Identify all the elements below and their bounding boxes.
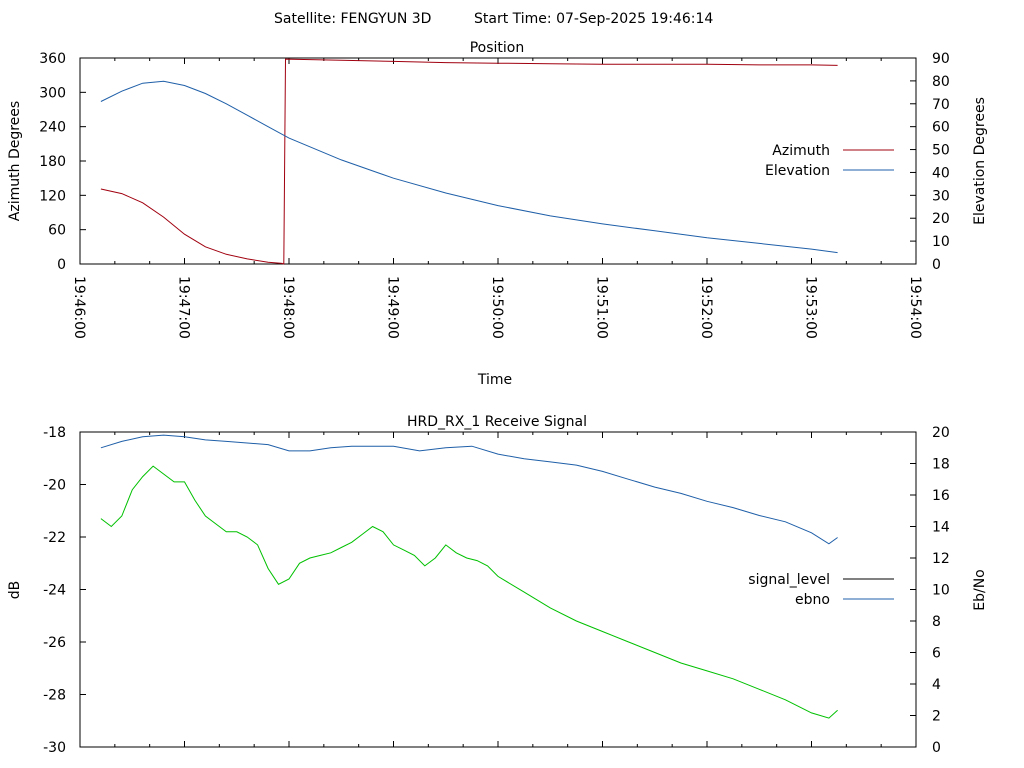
- position-legend-label: Elevation: [765, 163, 830, 179]
- signal-y2-tick-label: 14: [932, 520, 950, 536]
- position-plot-frame: [79, 57, 917, 265]
- position-chart-title: Position: [470, 40, 525, 56]
- position-y2-tick-label: 20: [932, 211, 950, 227]
- position-y-tick-label: 300: [39, 85, 66, 101]
- signal-y-tick-label: -20: [43, 478, 66, 494]
- signal-y2-tick-label: 2: [932, 709, 941, 725]
- position-x-tick-label: 19:49:00: [385, 276, 401, 339]
- position-y-tick-label: 0: [57, 257, 66, 273]
- position-x-tick-label: 19:53:00: [803, 276, 819, 339]
- position-x-tick-label: 19:48:00: [280, 276, 296, 339]
- position-legend-label: Azimuth: [772, 143, 830, 159]
- signal-y2-tick-label: 16: [932, 488, 950, 504]
- position-x-tick-label: 19:46:00: [71, 276, 87, 339]
- position-y2-tick-label: 0: [932, 257, 941, 273]
- position-y2-tick-label: 70: [932, 97, 950, 113]
- signal-chart-title: HRD_RX_1 Receive Signal: [407, 414, 587, 430]
- position-chart: Position Azimuth Degrees Elevation Degre…: [7, 40, 988, 388]
- position-y-tick-label: 180: [39, 154, 66, 170]
- position-legend: Azimuth Elevation: [765, 143, 894, 179]
- position-y-tick-label: 60: [48, 223, 66, 239]
- position-y2-tick-label: 80: [932, 74, 950, 90]
- signal-chart: HRD_RX_1 Receive Signal dB Eb/No -30 -28 -…: [7, 414, 988, 756]
- signal-y2-tick-label: 18: [932, 457, 950, 473]
- position-y2-tick-label: 10: [932, 234, 950, 250]
- position-x-axis-label: Time: [477, 372, 512, 388]
- signal-y2-tick-label: 8: [932, 614, 941, 630]
- satellite-label: Satellite: FENGYUN 3D: [274, 11, 431, 27]
- position-x-tick-label: 19:50:00: [489, 276, 505, 339]
- position-y-axis-label: Azimuth Degrees: [7, 101, 23, 221]
- signal-series-signal-level: [100, 465, 838, 719]
- signal-legend-label: ebno: [795, 592, 830, 608]
- position-y2-tick-label: 60: [932, 120, 950, 136]
- signal-y2-tick-label: 6: [932, 646, 941, 662]
- position-y2-tick-label: 50: [932, 143, 950, 159]
- signal-y2-tick-label: 12: [932, 551, 950, 567]
- position-x-tick-label: 19:51:00: [594, 276, 610, 339]
- position-x-tick-label: 19:52:00: [698, 276, 714, 339]
- signal-y-tick-label: -24: [43, 583, 66, 599]
- signal-y-tick-label: -28: [43, 688, 66, 704]
- position-y2-tick-label: 90: [932, 51, 950, 67]
- signal-y-axis-label: dB: [7, 581, 23, 600]
- signal-y2-tick-label: 0: [932, 740, 941, 756]
- signal-plot-frame: [79, 431, 917, 748]
- position-x-tick-label: 19:54:00: [907, 276, 923, 339]
- position-y-tick-label: 240: [39, 120, 66, 136]
- position-y-tick-label: 360: [39, 51, 66, 67]
- signal-y-tick-label: -30: [43, 740, 66, 756]
- signal-y2-tick-label: 4: [932, 677, 941, 693]
- signal-y-tick-label: -22: [43, 530, 66, 546]
- position-x-tick-label: 19:47:00: [176, 276, 192, 339]
- position-y2-axis-label: Elevation Degrees: [972, 97, 988, 225]
- signal-y-tick-label: -18: [43, 425, 66, 441]
- signal-y2-tick-label: 20: [932, 425, 950, 441]
- position-y-tick-label: 120: [39, 188, 66, 204]
- position-series-elevation: [100, 80, 838, 254]
- signal-legend-label: signal_level: [748, 572, 830, 588]
- start-time-label: Start Time: 07-Sep-2025 19:46:14: [474, 11, 713, 27]
- position-y2-tick-label: 40: [932, 165, 950, 181]
- position-y2-tick-label: 30: [932, 188, 950, 204]
- position-series-azimuth: [100, 58, 838, 265]
- signal-y2-tick-label: 10: [932, 583, 950, 599]
- signal-series-ebno: [100, 434, 838, 545]
- signal-y-tick-label: -26: [43, 635, 66, 651]
- signal-y2-axis-label: Eb/No: [972, 569, 988, 611]
